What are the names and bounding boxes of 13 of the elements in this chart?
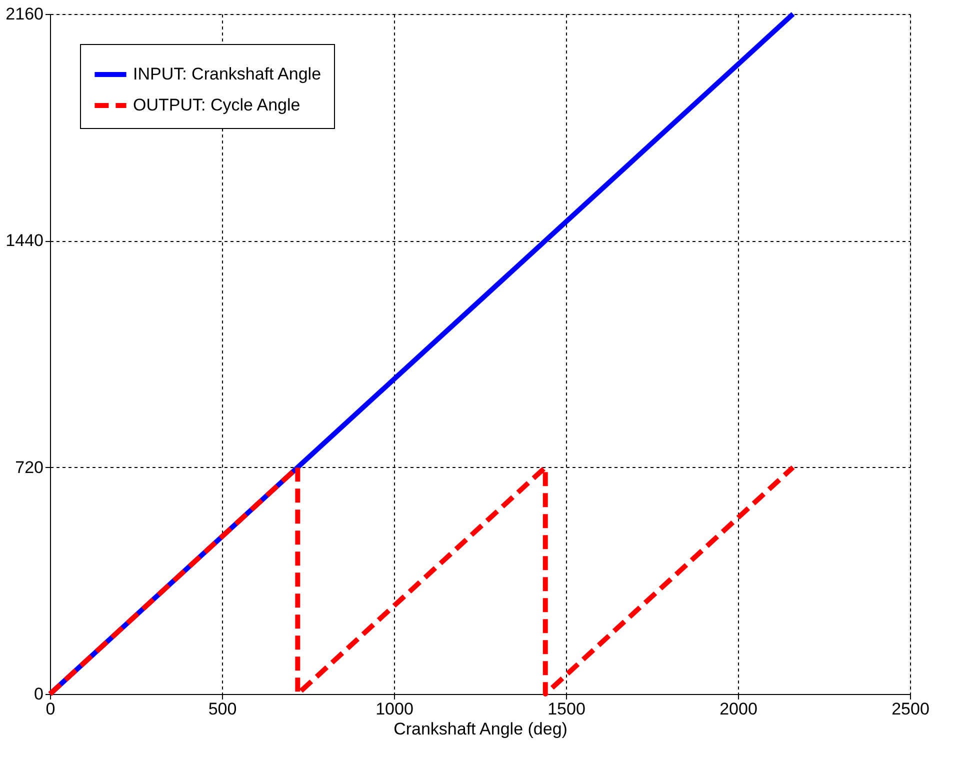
x-tick-label: 500 xyxy=(208,700,237,718)
y-tick-label: 2160 xyxy=(6,4,44,24)
x-tick-label: 1000 xyxy=(376,700,414,718)
x-tick-label: 0 xyxy=(46,700,56,718)
legend-label: INPUT: Crankshaft Angle xyxy=(133,64,322,84)
x-tick-label: 2500 xyxy=(892,700,930,718)
x-tick-label: 1500 xyxy=(548,700,586,718)
legend-label: OUTPUT: Cycle Angle xyxy=(133,96,300,114)
x-tick-label: 2000 xyxy=(720,700,758,718)
y-tick-label: 1440 xyxy=(6,231,44,250)
y-tick-label: 0 xyxy=(34,684,44,704)
y-tick-label: 720 xyxy=(15,458,44,477)
x-axis-title: Crankshaft Angle (deg) xyxy=(394,720,568,738)
